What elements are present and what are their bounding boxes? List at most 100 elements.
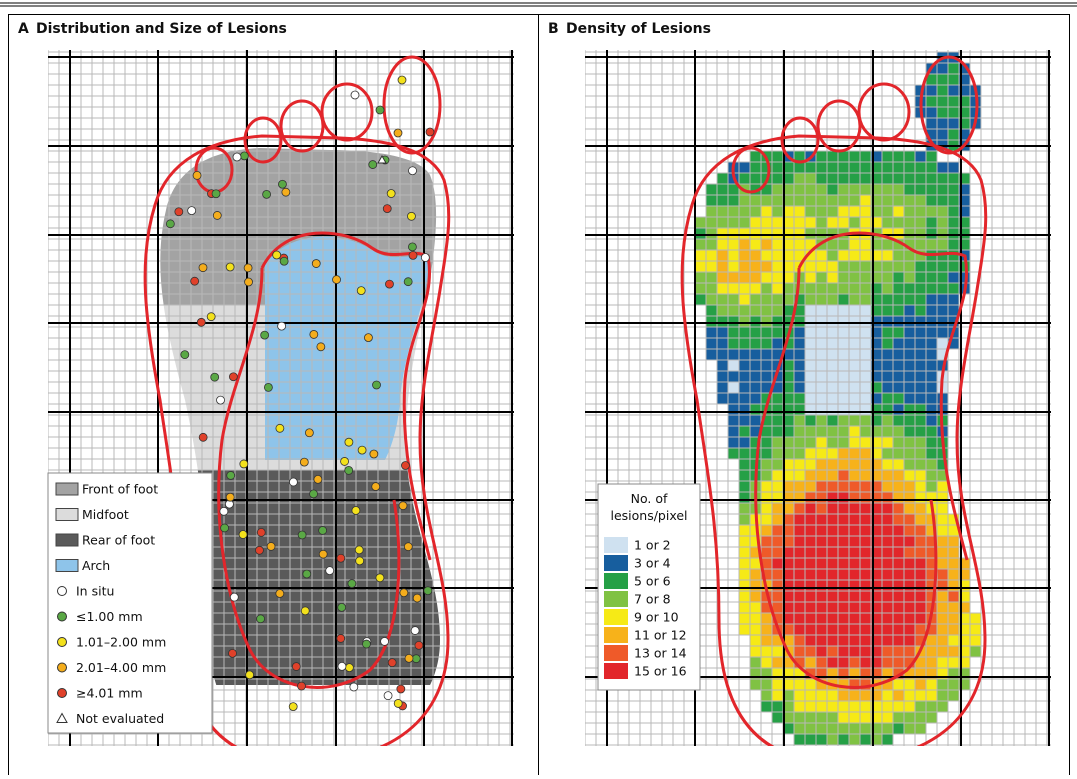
lesion-dot — [415, 641, 423, 649]
legend: Front of footMidfootRear of footArchIn s… — [48, 473, 212, 733]
heat-cell — [827, 580, 838, 591]
heat-cell — [805, 569, 816, 580]
heat-cell — [805, 316, 816, 327]
heat-cell — [772, 646, 783, 657]
heat-cell — [915, 525, 926, 536]
heat-cell — [794, 536, 805, 547]
panel-title: Distribution and Size of Lesions — [36, 21, 287, 37]
heat-cell — [838, 426, 849, 437]
heat-cell — [849, 536, 860, 547]
heat-cell — [882, 591, 893, 602]
heat-cell — [816, 624, 827, 635]
heat-cell — [805, 228, 816, 239]
heat-cell — [739, 283, 750, 294]
heat-cell — [805, 723, 816, 734]
heat-cell — [794, 228, 805, 239]
heat-cell — [739, 514, 750, 525]
heat-cell — [794, 217, 805, 228]
heat-cell — [838, 415, 849, 426]
heat-cell — [860, 272, 871, 283]
heat-cell — [794, 734, 805, 745]
legend-title: No. of — [631, 491, 668, 506]
heat-cell — [926, 701, 937, 712]
lesion-dot — [337, 554, 345, 562]
heat-cell — [794, 206, 805, 217]
panel-letter: A — [18, 21, 29, 37]
lesion-dot — [394, 699, 402, 707]
lesion-dot — [227, 471, 235, 479]
heat-cell — [717, 305, 728, 316]
heat-cell — [838, 250, 849, 261]
heat-cell — [739, 294, 750, 305]
legend-label: ≥4.01 mm — [76, 686, 143, 701]
heat-cell — [893, 492, 904, 503]
heat-cell — [805, 591, 816, 602]
lesion-dot — [282, 188, 290, 196]
heat-cell — [838, 217, 849, 228]
heat-cell — [816, 657, 827, 668]
heat-cell — [794, 162, 805, 173]
heat-cell — [948, 129, 959, 140]
heat-cell — [772, 459, 783, 470]
heat-cell — [860, 503, 871, 514]
heat-cell — [772, 415, 783, 426]
heat-cell — [860, 305, 871, 316]
heat-cell — [717, 338, 728, 349]
heat-cell — [717, 184, 728, 195]
heat-cell — [838, 723, 849, 734]
heat-cell — [772, 239, 783, 250]
lesion-dot — [333, 276, 341, 284]
heat-cell — [904, 261, 915, 272]
heat-cell — [860, 547, 871, 558]
heat-cell — [937, 635, 948, 646]
heat-cell — [882, 701, 893, 712]
heat-cell — [926, 349, 937, 360]
heat-cell — [816, 294, 827, 305]
heat-cell — [937, 96, 948, 107]
heat-cell — [860, 206, 871, 217]
heat-cell — [794, 635, 805, 646]
lesion-dot — [376, 106, 384, 114]
legend-label: 5 or 6 — [634, 574, 671, 589]
heat-cell — [948, 162, 959, 173]
heat-cell — [827, 195, 838, 206]
heat-cell — [706, 195, 717, 206]
heat-cell — [849, 316, 860, 327]
lesion-dot — [383, 205, 391, 213]
heat-cell — [750, 294, 761, 305]
heat-cell — [893, 283, 904, 294]
heat-cell — [739, 470, 750, 481]
heat-cell — [860, 569, 871, 580]
heat-cell — [827, 250, 838, 261]
heat-cell — [860, 723, 871, 734]
heat-cell — [915, 283, 926, 294]
heat-cell — [838, 536, 849, 547]
heat-cell — [761, 239, 772, 250]
heat-cell — [761, 349, 772, 360]
heat-cell — [937, 514, 948, 525]
heat-cell — [706, 250, 717, 261]
heat-cell — [816, 349, 827, 360]
heat-cell — [893, 657, 904, 668]
heat-cell — [761, 470, 772, 481]
heat-cell — [904, 712, 915, 723]
heat-cell — [860, 360, 871, 371]
lesion-dot — [405, 654, 413, 662]
heat-cell — [838, 602, 849, 613]
heat-cell — [816, 195, 827, 206]
heat-cell — [893, 272, 904, 283]
heat-cell — [893, 635, 904, 646]
heat-cell — [750, 261, 761, 272]
heat-cell — [761, 250, 772, 261]
heat-cell — [827, 426, 838, 437]
heat-cell — [849, 294, 860, 305]
heat-cell — [739, 459, 750, 470]
heat-cell — [937, 74, 948, 85]
heat-cell — [882, 525, 893, 536]
heat-cell — [904, 613, 915, 624]
heat-cell — [805, 338, 816, 349]
heat-cell — [904, 514, 915, 525]
lesion-dot — [338, 662, 346, 670]
heat-cell — [728, 415, 739, 426]
heat-cell — [805, 679, 816, 690]
